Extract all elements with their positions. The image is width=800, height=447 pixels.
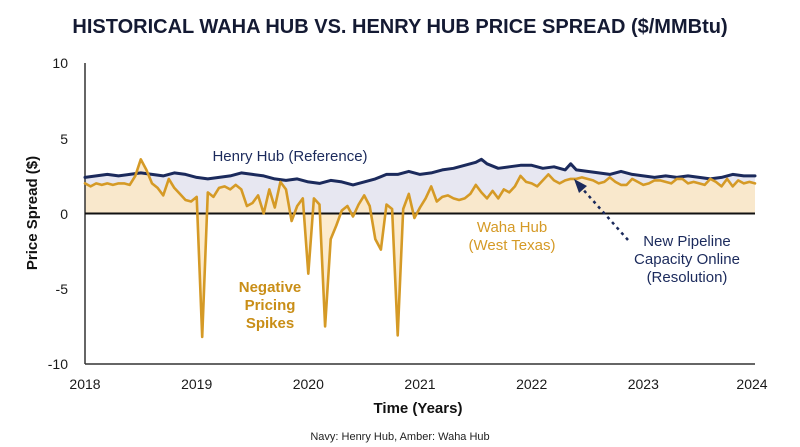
waha-hub-line bbox=[83, 158, 757, 339]
waha-hub-label-line1: Waha Hub bbox=[477, 219, 547, 236]
x-ticks: 2018 2019 2020 2021 2022 2023 2024 bbox=[69, 376, 767, 392]
pipeline-label-line3: (Resolution) bbox=[647, 269, 728, 286]
y-tick-label: 5 bbox=[60, 131, 68, 147]
pipeline-label-line1: New Pipeline bbox=[643, 233, 731, 250]
x-tick-label: 2019 bbox=[181, 376, 212, 392]
negative-spikes-label-line3: Spikes bbox=[246, 315, 294, 332]
footnote: Navy: Henry Hub, Amber: Waha Hub bbox=[310, 431, 489, 443]
x-tick-label: 2018 bbox=[69, 376, 100, 392]
plot-area bbox=[83, 63, 757, 365]
y-tick-label: 0 bbox=[60, 206, 68, 222]
y-ticks: 10 5 0 -5 -10 bbox=[48, 55, 68, 372]
y-axis-label: Price Spread ($) bbox=[24, 156, 41, 270]
y-tick-label: -10 bbox=[48, 356, 68, 372]
y-tick-label: 10 bbox=[52, 55, 68, 71]
henry-hub-line bbox=[83, 157, 757, 187]
pipeline-arrow-head bbox=[574, 179, 587, 193]
x-tick-label: 2024 bbox=[736, 376, 767, 392]
x-tick-label: 2023 bbox=[628, 376, 659, 392]
y-tick-label: -5 bbox=[56, 281, 69, 297]
negative-spikes-label-line2: Pricing bbox=[245, 297, 296, 314]
negative-spikes-label-line1: Negative bbox=[239, 279, 302, 296]
pipeline-arrow bbox=[579, 185, 629, 241]
x-tick-label: 2021 bbox=[404, 376, 435, 392]
annotations: Henry Hub (Reference) Waha Hub (West Tex… bbox=[212, 148, 739, 332]
pipeline-label-line2: Capacity Online bbox=[634, 251, 740, 268]
x-tick-label: 2020 bbox=[293, 376, 324, 392]
series-lines bbox=[83, 157, 757, 339]
henry-hub-label: Henry Hub (Reference) bbox=[212, 148, 367, 165]
waha-hub-label-line2: (West Texas) bbox=[469, 237, 556, 254]
x-tick-label: 2022 bbox=[516, 376, 547, 392]
chart-title: HISTORICAL WAHA HUB VS. HENRY HUB PRICE … bbox=[72, 16, 727, 38]
x-axis-label: Time (Years) bbox=[374, 400, 463, 417]
